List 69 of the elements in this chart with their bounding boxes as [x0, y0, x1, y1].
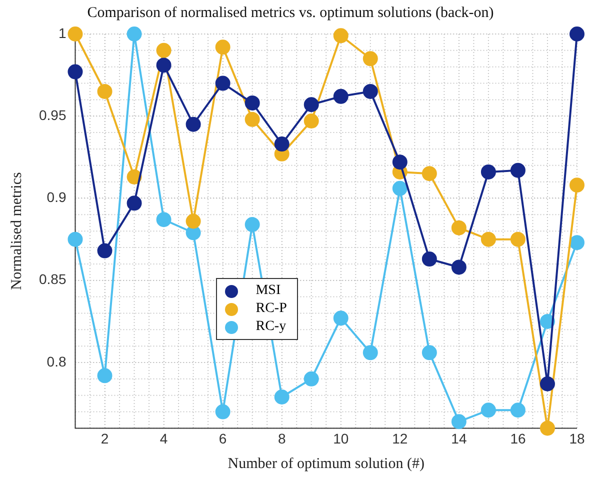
- point: [333, 310, 348, 326]
- point: [540, 376, 555, 392]
- x-tick-label: 8: [278, 430, 286, 446]
- point: [510, 162, 526, 178]
- legend-label: MSI: [256, 283, 281, 300]
- point: [480, 164, 496, 180]
- point: [570, 235, 584, 250]
- y-tick-label: 0.95: [39, 106, 66, 123]
- x-tick-label: 10: [333, 430, 349, 446]
- point: [68, 232, 83, 247]
- point: [244, 217, 260, 232]
- point: [156, 42, 172, 58]
- y-tick-label: 0.8: [46, 353, 66, 370]
- point: [362, 51, 378, 66]
- point: [97, 84, 112, 99]
- y-tick-label: 1: [58, 24, 66, 41]
- y-tick-label: 0.85: [39, 271, 66, 288]
- y-axis-title: Normalised metrics: [8, 172, 25, 290]
- point: [244, 95, 260, 110]
- x-tick-label: 18: [569, 430, 585, 446]
- point: [68, 64, 83, 80]
- point: [362, 345, 378, 360]
- point: [480, 232, 496, 247]
- x-axis-title: Number of optimum solution (#): [228, 456, 424, 472]
- point: [274, 136, 290, 152]
- x-tick-label: 14: [451, 430, 467, 446]
- point: [510, 402, 526, 418]
- x-tick-label: 12: [392, 430, 408, 446]
- point: [186, 214, 201, 229]
- legend-label: RC-y: [256, 319, 286, 336]
- point: [570, 178, 584, 193]
- point: [68, 26, 83, 42]
- point: [244, 112, 260, 127]
- x-tick-label: 4: [160, 430, 168, 446]
- point: [215, 40, 230, 55]
- point: [451, 220, 466, 236]
- x-tick-label: 2: [100, 430, 109, 446]
- point: [274, 389, 290, 404]
- point: [304, 97, 319, 112]
- point: [510, 232, 526, 247]
- point: [480, 402, 496, 418]
- point: [422, 166, 437, 182]
- point: [451, 414, 466, 430]
- point: [186, 116, 201, 132]
- point: [156, 58, 172, 73]
- point: [97, 368, 112, 384]
- point: [126, 26, 142, 42]
- point: [392, 180, 408, 196]
- point: [540, 420, 555, 436]
- point: [333, 28, 348, 44]
- point: [422, 252, 437, 267]
- point: [362, 84, 378, 99]
- point: [215, 404, 230, 420]
- point: [451, 260, 466, 275]
- point: [97, 243, 112, 258]
- point: [333, 88, 348, 104]
- point: [156, 212, 172, 228]
- point: [304, 114, 319, 129]
- y-tick-label: 0.9: [46, 189, 66, 206]
- point: [570, 26, 584, 42]
- point: [422, 345, 437, 360]
- legend-label: RC-P: [256, 301, 287, 318]
- point: [215, 76, 230, 91]
- point: [392, 154, 408, 170]
- x-tick-label: 6: [218, 430, 227, 446]
- x-tick-label: 16: [510, 430, 526, 446]
- chart-title: Comparison of normalised metrics vs. optimum solutions (back-on): [87, 4, 494, 21]
- point: [126, 196, 142, 211]
- point: [304, 371, 319, 386]
